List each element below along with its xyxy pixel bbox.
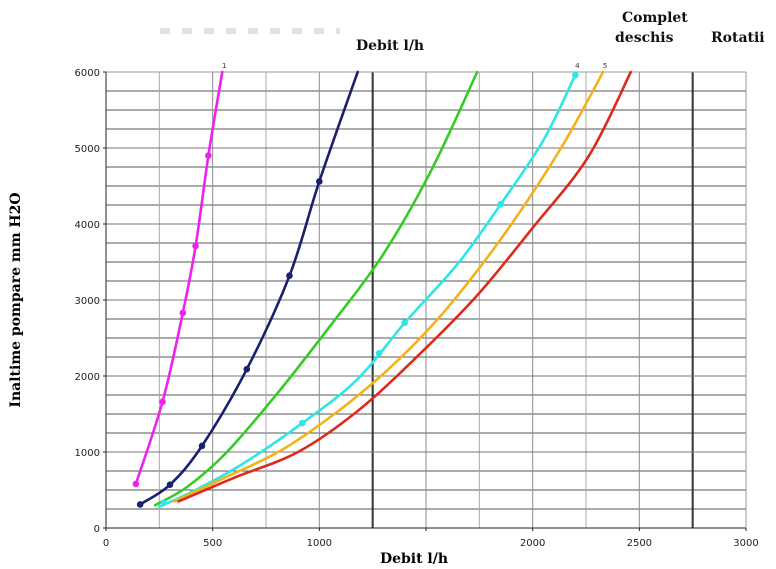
chart-tick-labels: 0 1000 2000 3000 4000 5000 6000 0 500 1000 2000 250… [75,68,759,549]
series-marker [286,272,293,279]
series-marker [179,309,187,317]
series-label: 1 [222,62,226,70]
series-marker [401,319,408,327]
series-marker [166,481,174,488]
chart-series: 1 4 5 [132,62,633,508]
top-axis-title: Debit l/h [356,38,425,54]
x-axis-label: Debit l/h [380,551,448,567]
x-tick-label: 0 [103,538,109,549]
series-2 [136,70,359,508]
series-marker [136,501,144,508]
series-marker [316,178,323,185]
y-axis-label: Inaltime pompare mm H2O [8,192,24,407]
y-tick-label: 4000 [75,220,100,231]
y-tick-label: 5000 [75,144,100,155]
header-complet: Complet [622,10,688,26]
series-line [173,70,605,503]
y-tick-label: 3000 [75,296,100,307]
x-tick-label: 2000 [520,538,545,549]
x-tick-label: 1000 [307,538,332,549]
series-line [134,70,224,486]
series-line [177,70,633,503]
y-tick-label: 6000 [75,68,100,79]
series-6 [177,70,633,503]
series-marker [160,499,167,507]
series-marker [497,200,504,208]
series-3 [153,70,479,507]
header-deschis: deschis [615,30,674,46]
series-marker [572,71,579,79]
series-marker [132,480,140,488]
x-tick-label: 2500 [627,538,652,549]
series-line [158,73,577,508]
series-marker [205,152,212,159]
chart-grid [105,71,747,529]
y-tick-label: 2000 [75,372,100,383]
series-line [153,70,479,507]
series-label: 4 [575,62,580,70]
series-marker [298,419,306,427]
faint-cropped-text [160,28,340,34]
series-marker [243,365,251,373]
series-marker [375,349,383,357]
series-marker [198,442,206,450]
header-rotatii: Rotatii [711,30,765,46]
y-tick-label: 1000 [75,448,100,459]
series-label: 5 [603,62,607,70]
series-5: 5 [173,62,607,503]
y-tick-label: 0 [94,524,100,535]
series-marker [192,242,199,250]
x-tick-label: 500 [203,538,222,549]
series-marker [159,398,166,406]
x-tick-label: 3000 [733,538,758,549]
series-line [138,70,359,506]
series-1: 1 [132,62,227,488]
chart-axes [103,71,747,531]
